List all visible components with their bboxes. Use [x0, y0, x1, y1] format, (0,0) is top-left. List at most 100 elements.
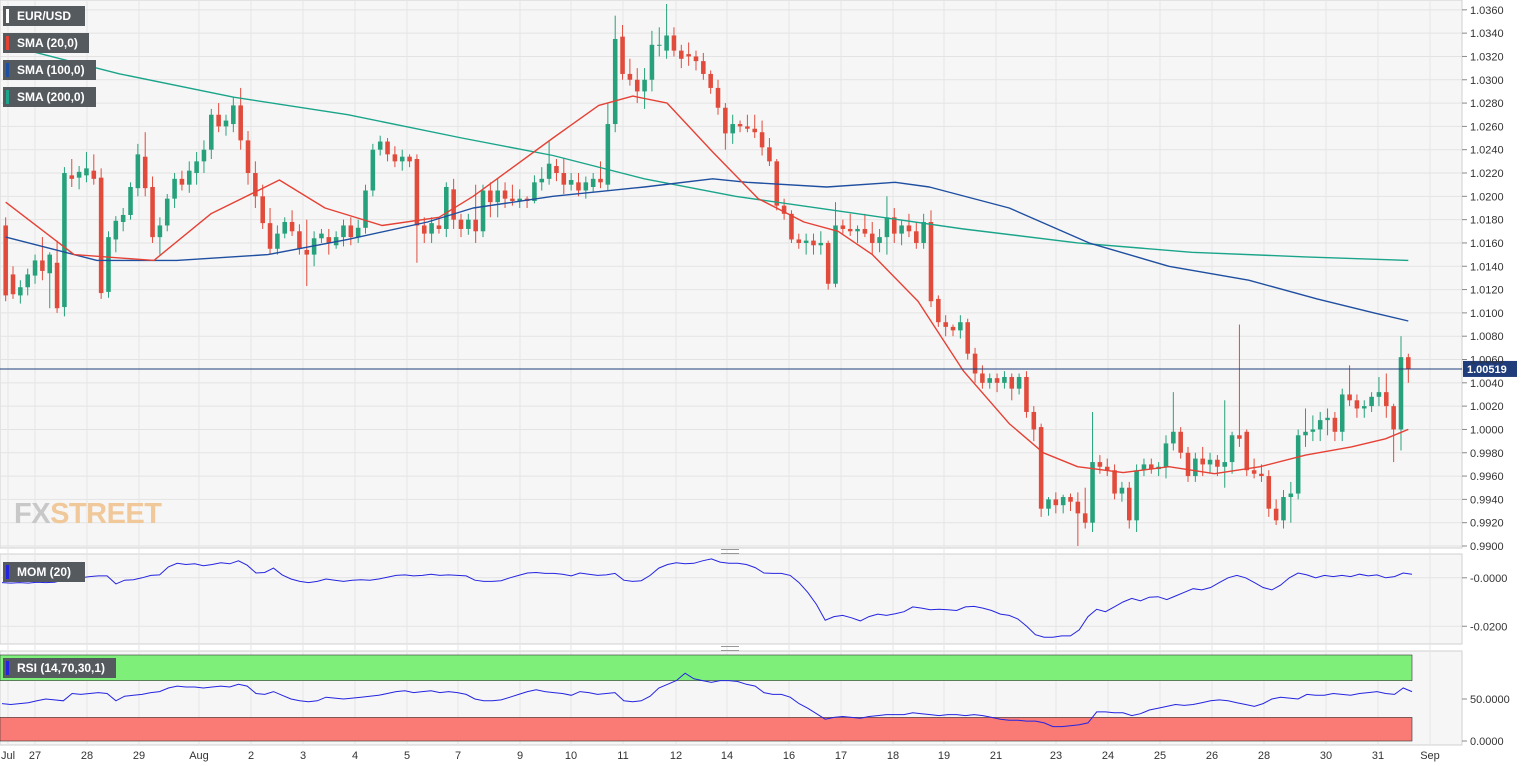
mom-line [1, 558, 1413, 638]
candle-body [877, 237, 882, 243]
candle-body [10, 274, 16, 295]
candle-body [1178, 431, 1183, 453]
candle-body [40, 260, 45, 271]
candle-body [598, 178, 603, 183]
price-tick-label: 1.0340 [1470, 28, 1504, 40]
current-price-line: 1.00519 [0, 360, 1517, 377]
candle-body [1251, 470, 1257, 474]
legend-mom-text: MOM (20) [17, 565, 71, 579]
candle-body [444, 186, 449, 229]
candle-body [1024, 376, 1029, 412]
candle-body [1009, 376, 1015, 389]
candle-body [737, 124, 743, 127]
candle-body [1303, 431, 1308, 436]
date-tick-label: Aug [189, 750, 209, 762]
candle-body [605, 124, 611, 185]
price-tick-label: 1.0140 [1470, 261, 1504, 273]
candle-body [855, 228, 860, 232]
pane-resize-handle-mom[interactable] [721, 549, 739, 554]
rsi-swatch [6, 661, 9, 675]
candle-body [936, 298, 941, 323]
date-tick-label: 29 [133, 750, 145, 762]
candle-body [789, 213, 794, 240]
candle-body [510, 198, 515, 201]
watermark-street: STREET [50, 498, 162, 530]
date-tick-label: 21 [990, 750, 1002, 762]
candle-body [1310, 429, 1316, 432]
candle-body [18, 287, 23, 296]
candle-body [1317, 420, 1323, 430]
candle-body [150, 186, 155, 238]
legend-sma200[interactable]: SMA (200,0) [3, 87, 96, 107]
candle-body [106, 237, 111, 292]
date-tick-label: 28 [1258, 750, 1270, 762]
candle-body [884, 217, 890, 238]
candle-body [414, 159, 420, 226]
legend-mom[interactable]: MOM (20) [3, 562, 85, 582]
date-tick-label: 19 [938, 750, 950, 762]
candle-body [1273, 508, 1279, 521]
candle-body [238, 105, 243, 141]
candle-body [1068, 497, 1073, 502]
candle-body [135, 154, 141, 189]
gridlines [0, 0, 1462, 745]
candle-body [583, 182, 589, 191]
candle-body [253, 173, 258, 197]
price-tick-label: 0.9980 [1470, 448, 1504, 460]
candle-body [1222, 462, 1228, 467]
candle-body [480, 190, 486, 232]
candle-body [1391, 406, 1396, 430]
price-tick-label: 1.0280 [1470, 98, 1504, 110]
candle-body [495, 190, 500, 203]
fxstreet-watermark: FXSTREET [14, 498, 162, 531]
candle-body [142, 156, 148, 189]
candle-body [201, 149, 207, 162]
candle-body [1038, 427, 1044, 509]
date-tick-label: Sep [1420, 750, 1440, 762]
candle-body [98, 177, 104, 294]
candle-body [1369, 396, 1374, 407]
candle-body [554, 166, 559, 174]
date-tick-label: 7 [455, 750, 461, 762]
date-tick-label: 28 [81, 750, 93, 762]
price-tick-label: 1.0200 [1470, 191, 1504, 203]
candle-body [62, 173, 67, 308]
candle-body [399, 156, 405, 162]
candle-body [216, 114, 221, 127]
candle-body [1185, 452, 1191, 477]
legend-sma20-text: SMA (20,0) [17, 36, 78, 50]
candlestick-series [3, 4, 1411, 546]
date-tick-label: 10 [565, 750, 577, 762]
candle-body [363, 190, 368, 228]
legend-sma100-text: SMA (100,0) [17, 63, 85, 77]
price-tick-label: 0.9940 [1470, 494, 1504, 506]
pane-resize-handle-rsi[interactable] [721, 646, 739, 651]
price-tick-label: 1.0080 [1470, 331, 1504, 343]
mom-tick-label: -0.0000 [1470, 573, 1507, 585]
legend-sma20[interactable]: SMA (20,0) [3, 33, 89, 53]
date-tick-label: 27 [29, 750, 41, 762]
candle-body [568, 180, 574, 185]
candle-body [113, 220, 119, 240]
mom-pane-bg [0, 553, 1463, 645]
candle-body [54, 262, 60, 309]
candle-body [840, 225, 846, 229]
candle-body [1376, 392, 1382, 397]
candle-body [1090, 462, 1095, 523]
legend-rsi[interactable]: RSI (14,70,30,1) [3, 658, 116, 678]
price-tick-label: 0.9920 [1470, 518, 1504, 530]
price-tick-label: 1.0300 [1470, 75, 1504, 87]
date-tick-label: 18 [887, 750, 899, 762]
candle-body [1149, 464, 1154, 470]
date-tick-label: Jul [1, 750, 15, 762]
candle-body [1325, 417, 1330, 421]
rsi-zones [0, 654, 1413, 742]
price-tick-label: 1.0000 [1470, 424, 1504, 436]
legend-sma100[interactable]: SMA (100,0) [3, 60, 96, 80]
candle-body [561, 173, 567, 185]
candle-body [994, 378, 1000, 383]
date-tick-label: 9 [517, 750, 523, 762]
candle-body [679, 50, 684, 59]
date-tick-label: 16 [783, 750, 795, 762]
